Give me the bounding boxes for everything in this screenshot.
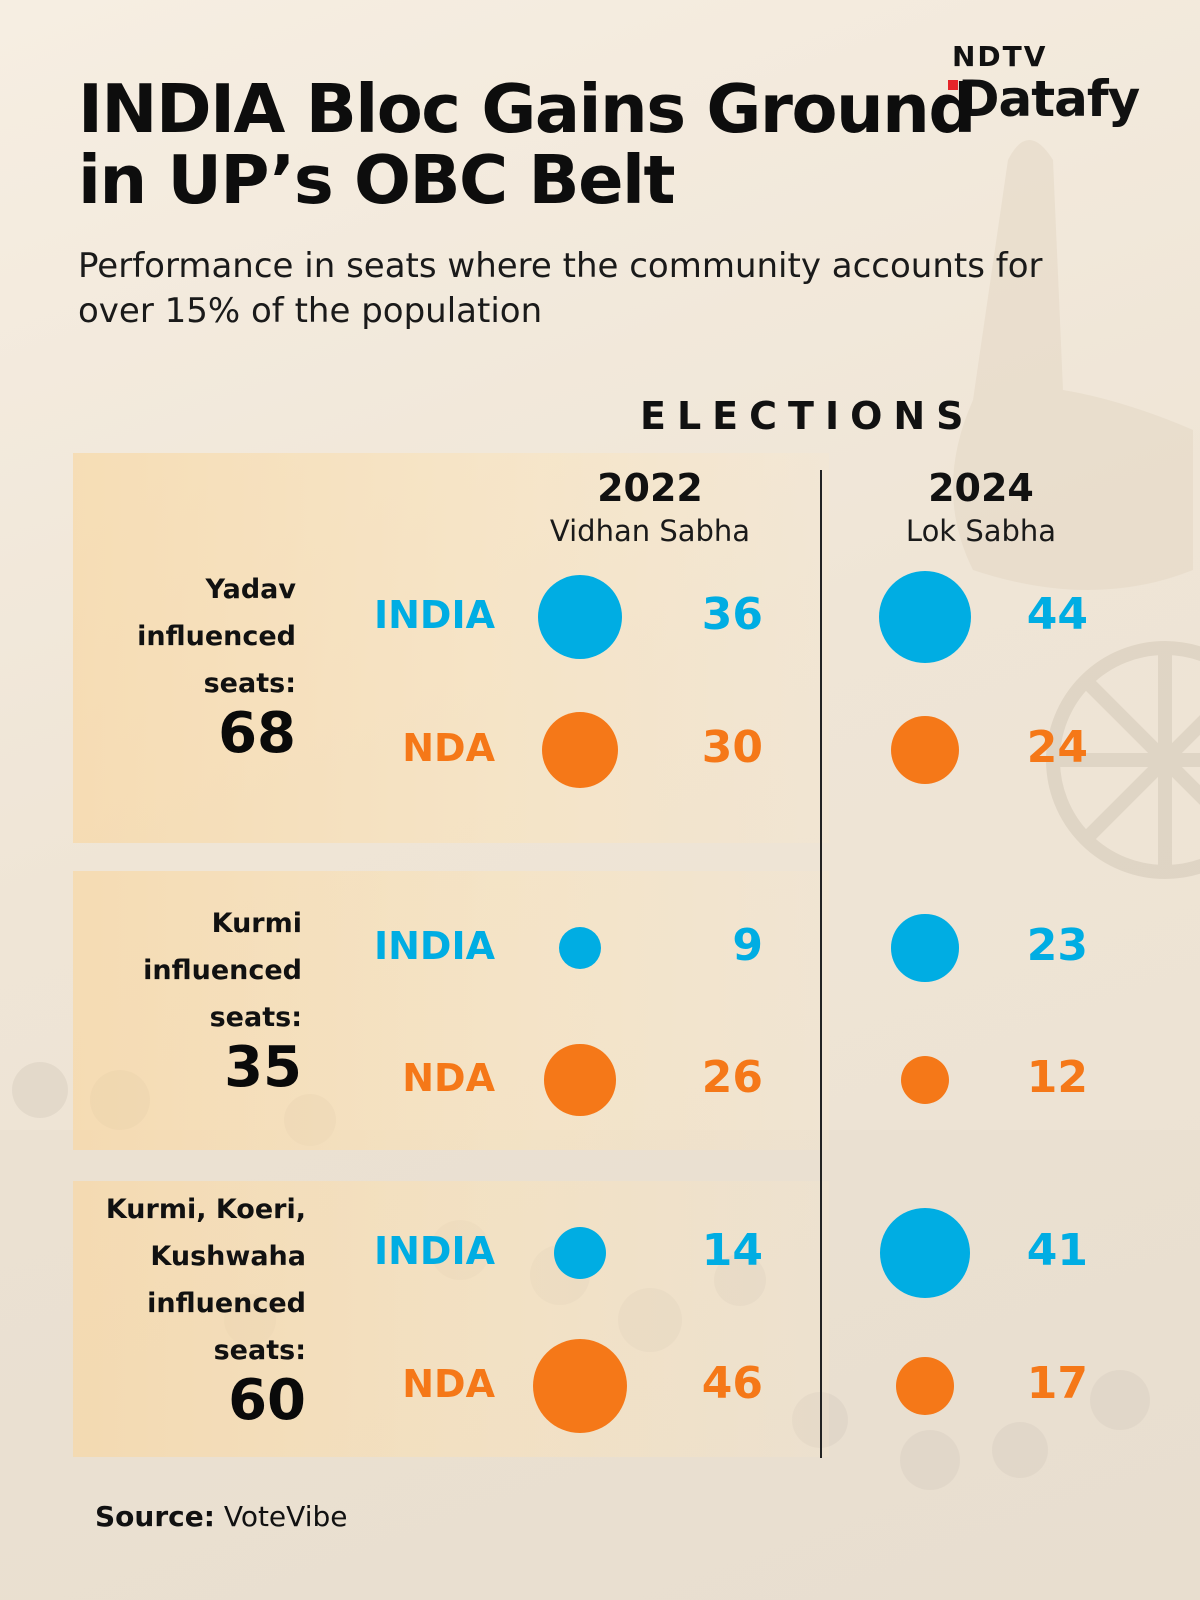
panel-kurmi-koeri-kushwaha [73,1181,829,1457]
value-label-nda: 26 [701,1052,763,1103]
value-label-nda: 12 [1026,1052,1088,1103]
bubble-nda [900,1055,950,1105]
bubble-india [878,570,972,664]
group-label-line: Kurmi [211,908,302,939]
column-header-2022: 2022 Vidhan Sabha [500,466,800,548]
party-label-nda: NDA [402,1056,495,1100]
bubble-india [559,927,601,969]
source-note: Source: VoteVibe [95,1500,347,1533]
value-label-india: 23 [1026,920,1088,971]
party-label-india: INDIA [373,924,495,968]
brand-top-text: NDTV [952,40,1048,73]
column-divider [820,470,822,1458]
bubble-india [553,1226,607,1280]
value-label-nda: 17 [1026,1358,1088,1409]
value-label-india: 14 [701,1225,763,1276]
column-house: Vidhan Sabha [549,514,751,548]
source-label: Source: [95,1500,215,1533]
column-header-2024: 2024 Lok Sabha [831,466,1131,548]
party-label-nda: NDA [402,726,495,770]
column-year: 2022 [597,466,703,510]
group-label-line: seats: [209,1002,302,1033]
bubble-india [891,914,959,982]
value-label-india: 44 [1026,589,1088,640]
bubble-india [538,575,622,659]
group-label-line: seats: [203,668,296,699]
group-label-line: Yadav [205,574,296,605]
panel-yadav [73,453,829,843]
page-subtitle: Performance in seats where the community… [78,246,1043,331]
value-label-nda: 24 [1026,722,1088,773]
value-label-india: 36 [701,589,763,640]
group-total: 68 [218,701,296,766]
bubble-nda [532,1338,628,1434]
column-year: 2024 [928,466,1034,510]
source-value: VoteVibe [223,1500,348,1533]
page-title: INDIA Bloc Gains Ground in UP’s OBC Belt [78,70,976,220]
brand-name-text: Datafy [958,70,1140,128]
bubble-nda [896,1357,954,1415]
bubble-nda [890,715,960,785]
party-label-nda: NDA [402,1362,495,1406]
bubble-nda [544,1044,616,1116]
party-label-india: INDIA [373,593,495,637]
group-label-line: influenced [147,1288,306,1319]
group-total: 35 [224,1035,302,1100]
value-label-india: 41 [1026,1225,1088,1276]
group-label-line: Kurmi, Koeri, [105,1194,306,1225]
group-label-line: influenced [137,621,296,652]
elections-header: ELECTIONS [640,394,975,438]
ndtv-datafy-logo: NDTV Datafy [948,40,1158,132]
brand-red-square [948,80,958,90]
group-label-line: seats: [213,1335,306,1366]
bubble-india [880,1208,970,1298]
column-house: Lok Sabha [905,514,1057,548]
group-label-line: influenced [143,955,302,986]
bubble-nda [541,711,619,789]
group-label-line: Kushwaha [150,1241,306,1272]
value-label-india: 9 [732,920,763,971]
group-total: 60 [228,1368,306,1433]
party-label-india: INDIA [373,1229,495,1273]
panel-kurmi [73,871,829,1150]
value-label-nda: 46 [701,1358,763,1409]
value-label-nda: 30 [701,722,763,773]
